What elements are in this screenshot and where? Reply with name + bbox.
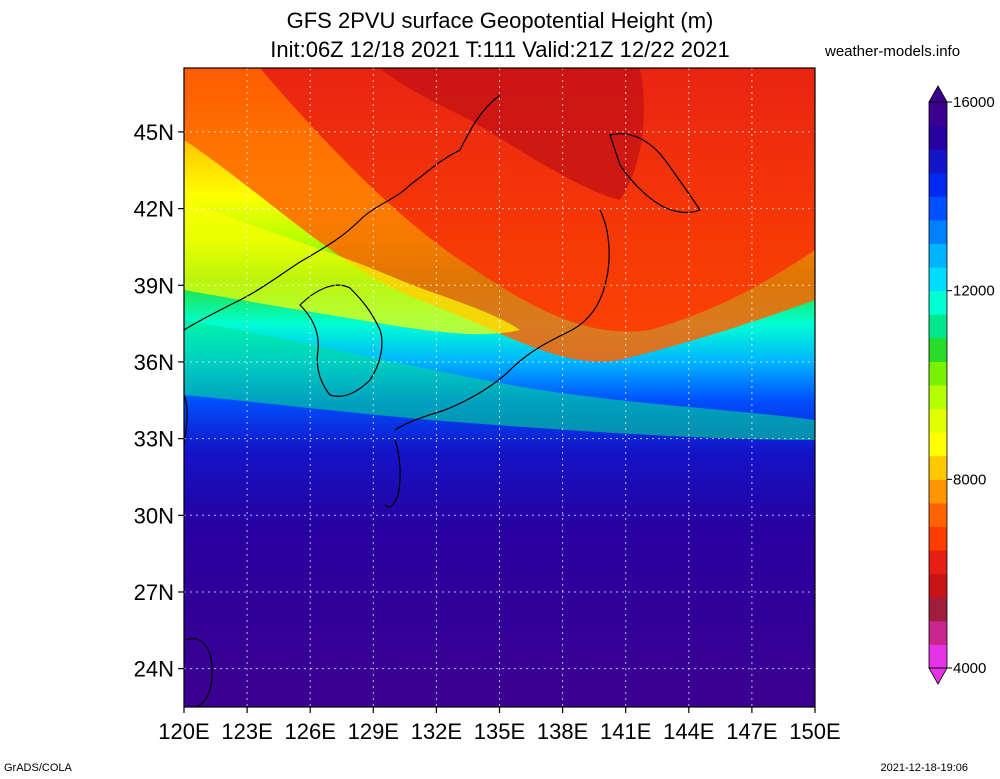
- lat-tick-label: 33N: [134, 427, 174, 452]
- map-title: GFS 2PVU surface Geopotential Height (m): [286, 8, 714, 33]
- colorbar-frame: [928, 101, 948, 669]
- footer-software: GrADS/COLA: [4, 762, 72, 774]
- lon-tick-label: 150E: [789, 719, 840, 744]
- latitude-axis: 45N 42N 39N 36N 33N 30N 27N 24N: [134, 120, 184, 682]
- colorbar-swatch: [929, 479, 947, 504]
- colorbar-swatch: [929, 644, 947, 669]
- colorbar-swatch: [929, 337, 947, 362]
- lon-tick-label: 126E: [285, 719, 336, 744]
- colorbar-swatch: [929, 502, 947, 527]
- lon-tick-label: 123E: [221, 719, 272, 744]
- colorbar-swatch: [929, 243, 947, 268]
- colorbar-swatch: [929, 219, 947, 244]
- lon-tick-label: 120E: [158, 719, 209, 744]
- colorbar-swatch: [929, 102, 947, 127]
- lat-tick-label: 27N: [134, 580, 174, 605]
- lat-tick-label: 42N: [134, 197, 174, 222]
- colorbar-label: 4000: [953, 660, 986, 677]
- colorbar-swatch: [929, 314, 947, 339]
- colorbar-swatch: [929, 408, 947, 433]
- colorbar-swatch: [929, 455, 947, 480]
- colorbar-swatch: [929, 196, 947, 221]
- colorbar-swatch: [929, 149, 947, 174]
- footer-timestamp: 2021-12-18-19:06: [880, 762, 968, 774]
- lon-tick-label: 135E: [474, 719, 525, 744]
- colorbar-swatch: [929, 385, 947, 410]
- lat-tick-label: 24N: [134, 657, 174, 682]
- lat-tick-label: 36N: [134, 350, 174, 375]
- colorbar-swatch: [929, 290, 947, 315]
- lon-tick-label: 132E: [411, 719, 462, 744]
- coastlines: [184, 94, 701, 707]
- map-subtitle: Init:06Z 12/18 2021 T:111 Valid:21Z 12/2…: [270, 37, 730, 62]
- colorbar-swatch: [929, 550, 947, 575]
- colorbar-max-arrow: [928, 85, 948, 103]
- lat-lon-grid: [184, 68, 815, 707]
- colorbar-swatch: [929, 267, 947, 292]
- lon-tick-label: 129E: [348, 719, 399, 744]
- colorbar-swatch: [929, 526, 947, 551]
- colorbar-label: 12000: [953, 283, 995, 300]
- lon-tick-label: 144E: [663, 719, 714, 744]
- lon-tick-label: 138E: [537, 719, 588, 744]
- colorbar: 16000 12000 8000 4000: [928, 85, 995, 685]
- lat-tick-label: 45N: [134, 120, 174, 145]
- lat-tick-label: 39N: [134, 273, 174, 298]
- lat-tick-label: 30N: [134, 503, 174, 528]
- colorbar-swatch: [929, 172, 947, 197]
- colorbar-swatch: [929, 432, 947, 457]
- colorbar-swatch: [929, 361, 947, 386]
- colorbar-swatch: [929, 573, 947, 598]
- colorbar-swatch: [929, 597, 947, 622]
- colorbar-min-arrow: [928, 667, 948, 685]
- colorbar-swatch: [929, 620, 947, 645]
- lon-tick-label: 147E: [726, 719, 777, 744]
- lon-tick-label: 141E: [600, 719, 651, 744]
- longitude-axis: 120E 123E 126E 129E 132E 135E 138E 141E 144E 147E…: [158, 707, 841, 744]
- colorbar-label: 8000: [953, 471, 986, 488]
- colorbar-label: 16000: [953, 94, 995, 111]
- site-credit: weather-models.info: [825, 43, 961, 60]
- colorbar-swatch: [929, 125, 947, 150]
